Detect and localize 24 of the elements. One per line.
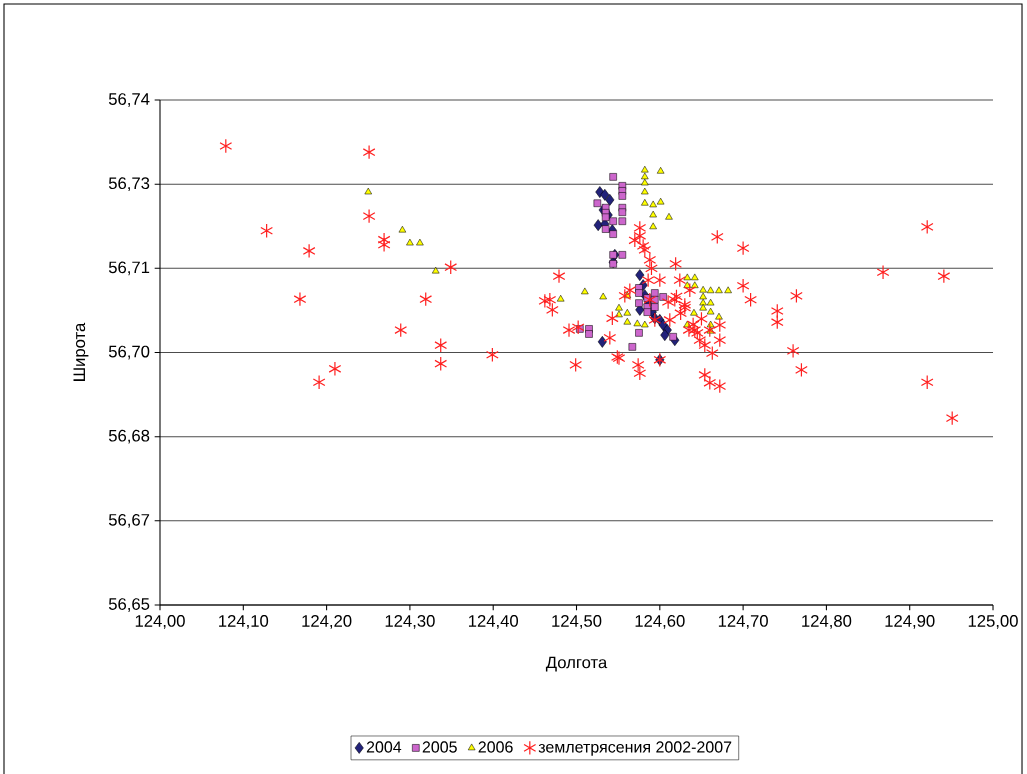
legend-label: 2005 <box>422 741 457 753</box>
legend-label: землетрясения 2002-2007 <box>538 741 732 756</box>
x-tick-label: 124,80 <box>802 615 852 629</box>
y-tick-label: 56,67 <box>108 513 150 528</box>
x-tick-label: 124,60 <box>635 615 685 629</box>
x-tick-label: 125,00 <box>968 615 1018 629</box>
y-axis-title: Широта <box>73 322 89 381</box>
y-tick-label: 56,70 <box>108 345 150 360</box>
x-tick-label: 124,00 <box>135 615 185 629</box>
y-tick-label: 56,73 <box>108 177 150 192</box>
x-tick-label: 124,30 <box>385 615 435 629</box>
x-tick-label: 124,90 <box>885 615 935 629</box>
y-tick-label: 56,71 <box>108 261 150 276</box>
y-tick-label: 56,68 <box>108 429 150 444</box>
x-axis-title: Долгота <box>545 656 608 672</box>
legend-label: 2006 <box>478 741 513 753</box>
y-tick-label: 56,74 <box>108 93 150 107</box>
x-tick-label: 124,10 <box>219 615 269 629</box>
y-tick-label: 56,65 <box>108 598 150 612</box>
x-tick-label: 124,20 <box>302 615 352 629</box>
x-tick-label: 124,40 <box>468 615 519 629</box>
legend-label: 2004 <box>366 741 402 753</box>
x-tick-label: 124,70 <box>718 615 768 629</box>
x-tick-label: 124,50 <box>552 615 602 629</box>
